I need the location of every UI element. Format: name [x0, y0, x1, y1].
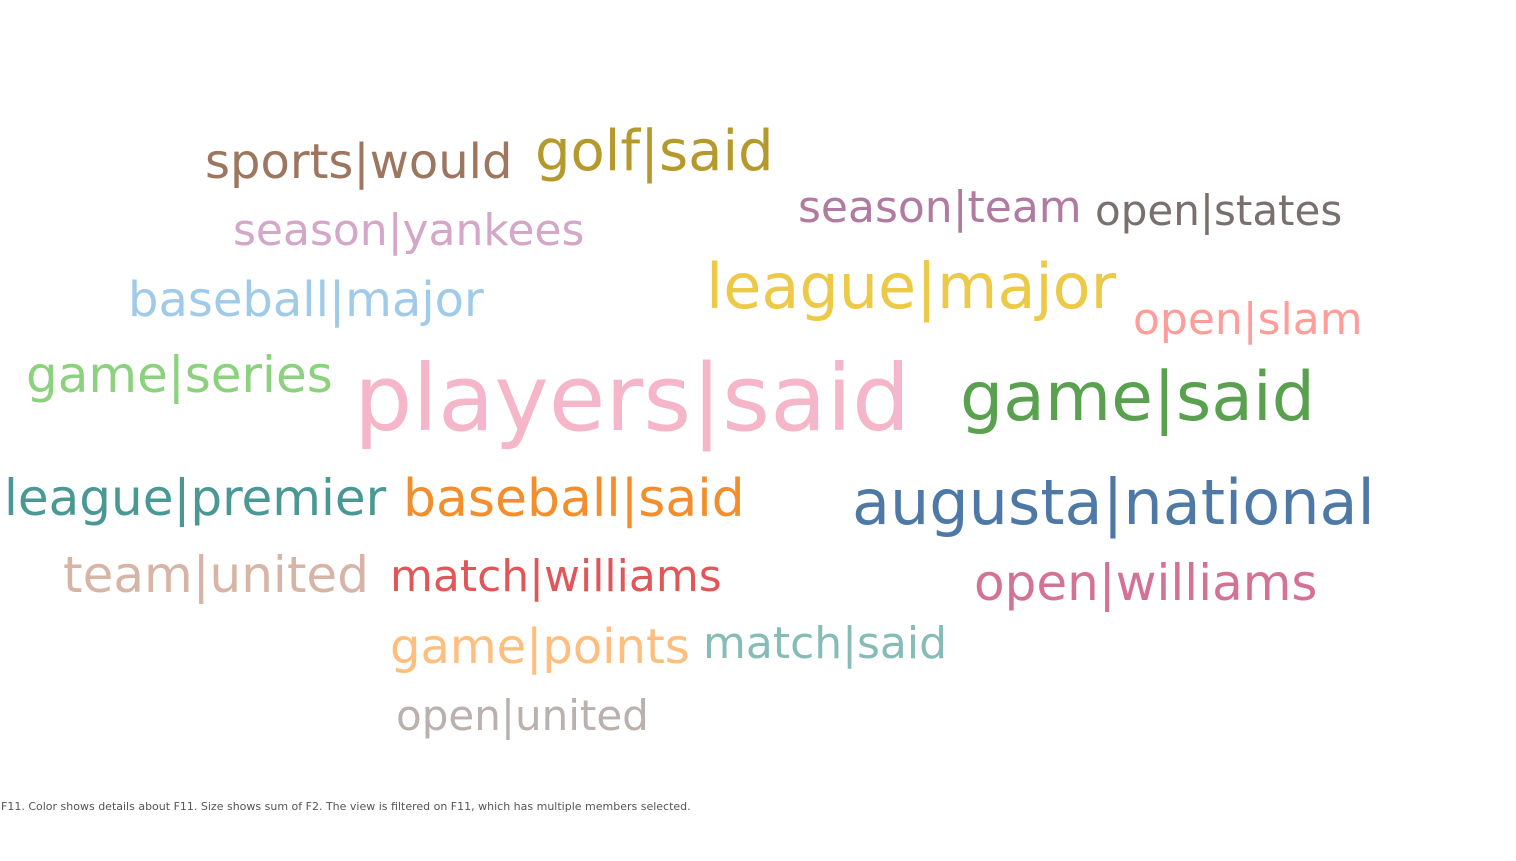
word-cloud-term[interactable]: open|united — [396, 691, 649, 740]
word-cloud-term[interactable]: open|williams — [974, 554, 1318, 612]
word-cloud-term[interactable]: players|said — [354, 345, 911, 452]
word-cloud-term[interactable]: match|said — [703, 618, 948, 669]
word-cloud-term[interactable]: open|states — [1095, 186, 1343, 235]
word-cloud-term[interactable]: golf|said — [535, 119, 774, 184]
word-cloud-term[interactable]: baseball|said — [403, 469, 745, 529]
word-cloud-term[interactable]: season|team — [798, 182, 1082, 233]
word-cloud-term[interactable]: league|premier — [4, 469, 387, 527]
word-cloud: players|said game|said augusta|national lea… — [4, 119, 1375, 740]
word-cloud-term[interactable]: augusta|national — [852, 466, 1375, 539]
word-cloud-term[interactable]: game|points — [390, 619, 690, 675]
word-cloud-term[interactable]: match|williams — [390, 551, 722, 602]
chart-caption: F11. Color shows details about F11. Size… — [1, 800, 691, 813]
word-cloud-term[interactable]: team|united — [63, 546, 369, 604]
word-cloud-term[interactable]: baseball|major — [128, 272, 484, 328]
word-cloud-term[interactable]: open|slam — [1133, 294, 1363, 345]
word-cloud-term[interactable]: league|major — [706, 250, 1117, 323]
word-cloud-term[interactable]: game|series — [26, 346, 333, 404]
word-cloud-term[interactable]: game|said — [960, 358, 1315, 437]
word-cloud-term[interactable]: season|yankees — [233, 205, 585, 256]
word-cloud-term[interactable]: sports|would — [205, 134, 513, 190]
